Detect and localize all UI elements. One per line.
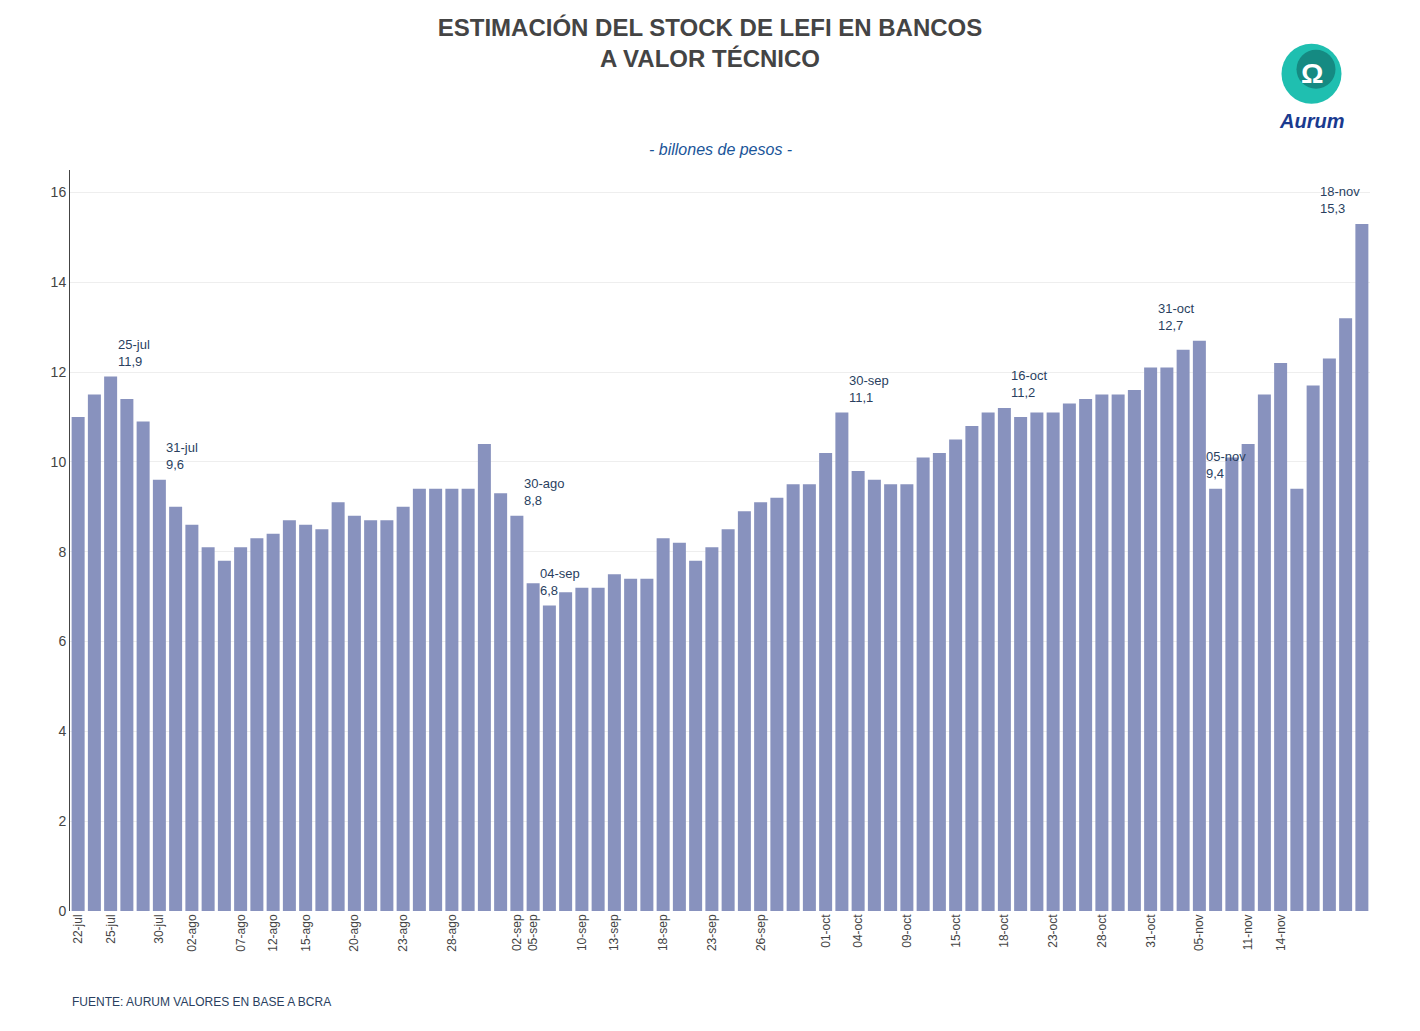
svg-text:Aurum: Aurum — [1279, 110, 1344, 132]
svg-text:ESTIMACIÓN DEL STOCK DE LEFI E: ESTIMACIÓN DEL STOCK DE LEFI EN BANCOSA … — [438, 14, 983, 72]
svg-text:18-oct: 18-oct — [997, 914, 1011, 948]
svg-text:10: 10 — [51, 454, 67, 470]
svg-text:6: 6 — [58, 633, 66, 649]
svg-text:16-oct11,2: 16-oct11,2 — [1011, 368, 1048, 400]
svg-text:25-jul: 25-jul — [104, 914, 118, 943]
svg-text:23-sep: 23-sep — [705, 914, 719, 951]
svg-text:- billones de pesos -: - billones de pesos - — [649, 141, 792, 158]
svg-text:04-oct: 04-oct — [851, 914, 865, 948]
svg-text:10-sep: 10-sep — [575, 914, 589, 951]
svg-text:05-nov9,4: 05-nov9,4 — [1206, 449, 1246, 481]
svg-text:07-ago: 07-ago — [234, 914, 248, 952]
svg-text:18-sep: 18-sep — [656, 914, 670, 951]
svg-text:2: 2 — [58, 813, 66, 829]
svg-text:Ω: Ω — [1301, 58, 1323, 89]
svg-text:30-ago8,8: 30-ago8,8 — [524, 476, 564, 508]
svg-text:28-ago: 28-ago — [445, 914, 459, 952]
svg-text:23-oct: 23-oct — [1046, 914, 1060, 948]
svg-text:11-nov: 11-nov — [1241, 914, 1255, 950]
svg-text:05-nov: 05-nov — [1192, 914, 1206, 951]
svg-text:16: 16 — [51, 184, 67, 200]
svg-text:14-nov: 14-nov — [1274, 914, 1288, 951]
svg-text:30-sep11,1: 30-sep11,1 — [849, 373, 889, 405]
svg-text:28-oct: 28-oct — [1095, 914, 1109, 948]
svg-text:02-ago: 02-ago — [185, 914, 199, 952]
svg-text:12: 12 — [51, 364, 67, 380]
svg-text:31-oct12,7: 31-oct12,7 — [1158, 301, 1195, 333]
svg-text:14: 14 — [51, 274, 67, 290]
svg-text:01-oct: 01-oct — [819, 914, 833, 948]
svg-text:09-oct: 09-oct — [900, 914, 914, 948]
svg-text:05-sep: 05-sep — [526, 914, 540, 951]
svg-text:18-nov15,3: 18-nov15,3 — [1320, 184, 1360, 216]
svg-text:31-oct: 31-oct — [1144, 914, 1158, 948]
svg-text:0: 0 — [58, 903, 66, 919]
svg-text:23-ago: 23-ago — [396, 914, 410, 952]
svg-text:15-oct: 15-oct — [949, 914, 963, 948]
svg-text:25-jul11,9: 25-jul11,9 — [118, 337, 150, 369]
svg-text:FUENTE: AURUM VALORES EN BASE: FUENTE: AURUM VALORES EN BASE A BCRA — [72, 995, 331, 1009]
svg-text:12-ago: 12-ago — [266, 914, 280, 952]
svg-text:15-ago: 15-ago — [299, 914, 313, 952]
svg-text:4: 4 — [58, 723, 66, 739]
svg-text:26-sep: 26-sep — [754, 914, 768, 951]
svg-text:31-jul9,6: 31-jul9,6 — [166, 440, 198, 472]
svg-text:8: 8 — [58, 544, 66, 560]
svg-text:04-sep6,8: 04-sep6,8 — [540, 566, 580, 598]
svg-text:20-ago: 20-ago — [347, 914, 361, 952]
svg-text:02-sep: 02-sep — [510, 914, 524, 951]
svg-text:13-sep: 13-sep — [607, 914, 621, 951]
svg-text:22-jul: 22-jul — [71, 914, 85, 943]
svg-text:30-jul: 30-jul — [152, 914, 166, 943]
